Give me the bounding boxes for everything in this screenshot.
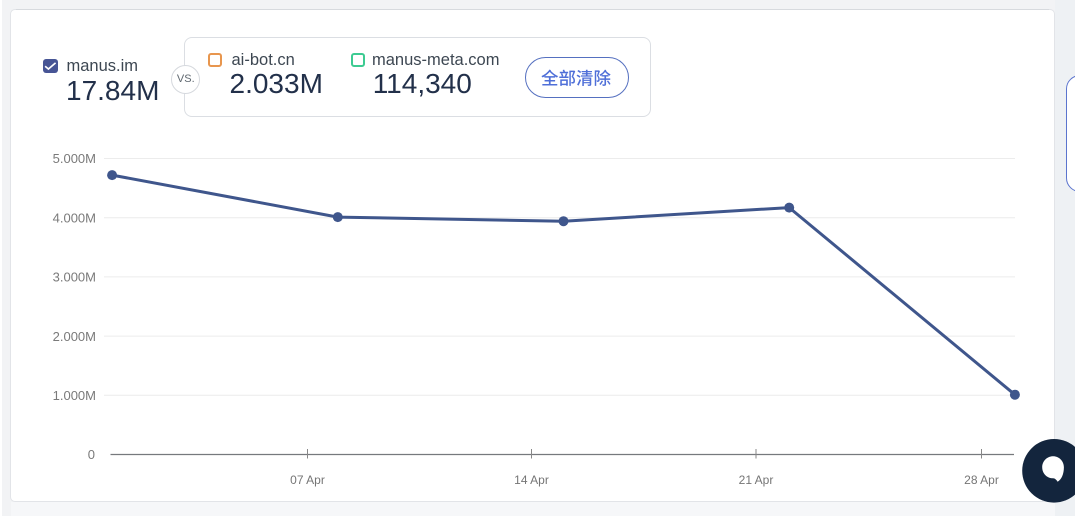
svg-text:3.000M: 3.000M [53,270,96,285]
svg-text:21 Apr: 21 Apr [739,473,774,487]
svg-text:0: 0 [88,447,95,462]
svg-text:07 Apr: 07 Apr [290,473,325,487]
svg-text:5.000M: 5.000M [53,151,96,166]
svg-text:28 Apr: 28 Apr [964,473,999,487]
svg-text:2.000M: 2.000M [53,329,96,344]
svg-text:14 Apr: 14 Apr [514,473,549,487]
svg-text:1.000M: 1.000M [53,388,96,403]
svg-text:4.000M: 4.000M [53,210,96,225]
